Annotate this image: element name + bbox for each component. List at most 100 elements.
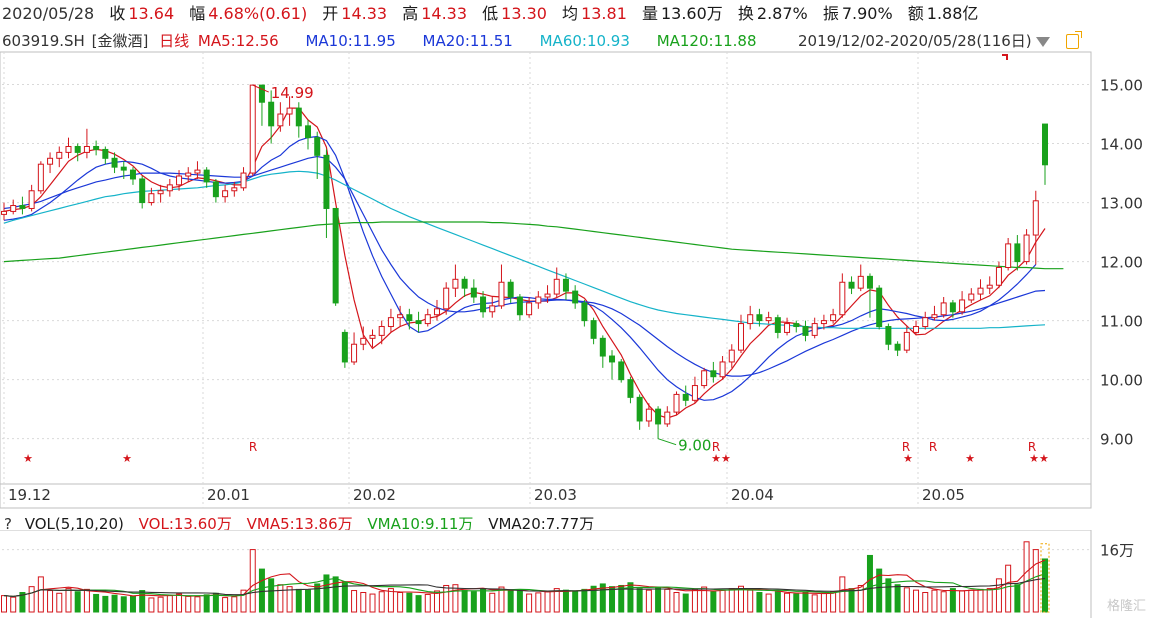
- candle-body: [1023, 234, 1030, 263]
- period-label[interactable]: 日线: [159, 32, 190, 50]
- volume-bar: [719, 589, 726, 613]
- watermark: 格隆汇: [1106, 599, 1146, 614]
- volume-bar: [793, 593, 800, 613]
- candle-body: [102, 148, 109, 159]
- ma20-legend: MA20:11.51: [422, 32, 513, 50]
- ma-line-ma5: [3, 107, 1046, 419]
- candle-body: [1005, 243, 1012, 268]
- y-tick-label: 14.00: [1100, 136, 1143, 154]
- volume-bar: [562, 589, 569, 613]
- candle-body: [857, 275, 864, 289]
- max-pointer: [252, 84, 269, 93]
- volume-bar: [710, 591, 717, 613]
- candle-body: [544, 293, 551, 298]
- volume-bar: [323, 574, 330, 613]
- signal-mark: R: [929, 440, 937, 454]
- candle-body: [516, 296, 523, 316]
- volume-chart[interactable]: 16万: [0, 530, 1152, 618]
- y-tick-label: 10.00: [1100, 372, 1143, 390]
- candle-body: [111, 157, 118, 168]
- close-value: 13.64: [128, 4, 175, 23]
- candle-body: [277, 113, 284, 127]
- candle-body: [590, 320, 597, 339]
- volume-value: 13.60万: [660, 4, 723, 23]
- candle-body: [415, 320, 422, 325]
- volume-bar: [507, 590, 514, 613]
- x-tick-label: 20.03: [534, 486, 577, 504]
- candle-body: [820, 320, 827, 325]
- volume-bar: [701, 586, 708, 613]
- candle-body: [664, 411, 671, 425]
- volume-bar: [443, 584, 450, 613]
- turnover-label: 换: [737, 4, 754, 23]
- volume-bar: [995, 578, 1002, 613]
- volume-bar: [148, 597, 155, 613]
- vma10-value: VMA10:9.11万: [367, 515, 474, 533]
- volume-bar: [931, 589, 938, 613]
- candle-body: [1, 210, 7, 215]
- help-icon[interactable]: ?: [4, 515, 12, 533]
- candle-body: [443, 287, 450, 310]
- volume-bar: [194, 596, 201, 613]
- volume-bar: [360, 592, 367, 613]
- signal-mark: R: [712, 440, 720, 454]
- volume-bar: [784, 592, 791, 613]
- price-chart[interactable]: 15.00 14.00 13.00 12.00 11.00 10.00 9.00 19.12 2…: [0, 0, 1152, 510]
- candle-body: [268, 101, 275, 127]
- volume-bar: [461, 590, 468, 613]
- candle-body: [341, 331, 348, 363]
- candle-body: [47, 157, 54, 165]
- candle-body: [931, 314, 938, 319]
- volume-bar: [480, 588, 487, 613]
- ma120-legend: MA120:11.88: [656, 32, 757, 50]
- volume-bar: [1042, 558, 1048, 613]
- expand-icon[interactable]: [1065, 31, 1082, 49]
- candle-body: [378, 326, 385, 336]
- candle-body: [719, 361, 726, 378]
- candle-body: [157, 190, 164, 195]
- quote-date: 2020/05/28: [2, 4, 95, 23]
- y-tick-label: 12.00: [1100, 254, 1143, 272]
- volume-bar: [498, 586, 505, 613]
- change-label: 幅: [189, 4, 206, 23]
- volume-bar: [940, 591, 947, 613]
- candle-body: [645, 408, 652, 422]
- candle-body: [222, 190, 229, 198]
- volume-bar: [618, 584, 625, 613]
- candle-body: [489, 305, 496, 313]
- dropdown-arrow-icon[interactable]: [1035, 36, 1050, 47]
- volume-bar: [222, 597, 229, 613]
- open-label: 开: [322, 4, 339, 23]
- volume-bar: [949, 588, 956, 613]
- candle-body: [655, 408, 662, 425]
- candle-body: [203, 169, 210, 183]
- candle-body: [305, 125, 312, 139]
- volume-bar: [636, 588, 643, 613]
- candle-body: [470, 287, 477, 298]
- vol-value: VOL:13.60万: [138, 515, 232, 533]
- volume-bar: [774, 591, 781, 613]
- signal-mark: ★: [965, 452, 975, 465]
- volume-bar: [28, 586, 35, 613]
- y-tick-label: 9.00: [1100, 431, 1133, 449]
- candle-body: [176, 175, 183, 186]
- ma-legend-row: 603919.SH [金徽酒] 日线 MA5:12.56 MA10:11.95 …: [2, 31, 767, 51]
- avg-value: 13.81: [581, 4, 627, 23]
- current-volume-highlight: [1040, 543, 1050, 613]
- volume-bar: [129, 595, 136, 613]
- signal-mark: ★: [903, 452, 913, 465]
- volume-bar: [857, 584, 864, 613]
- volume-bar: [139, 590, 146, 613]
- volume-bar: [415, 595, 422, 613]
- signal-mark: R: [902, 440, 910, 454]
- ma-line-ma120: [3, 221, 1064, 270]
- volume-bar: [1005, 564, 1012, 613]
- candle-body: [627, 379, 634, 398]
- stock-symbol[interactable]: 603919.SH: [2, 32, 85, 50]
- x-tick-label: 20.02: [353, 486, 396, 504]
- x-tick-label: 19.12: [8, 486, 51, 504]
- y-tick-label: 15.00: [1100, 77, 1143, 95]
- volume-bar: [19, 592, 26, 613]
- volume-bar: [903, 587, 910, 613]
- vma20-line: [3, 577, 1046, 597]
